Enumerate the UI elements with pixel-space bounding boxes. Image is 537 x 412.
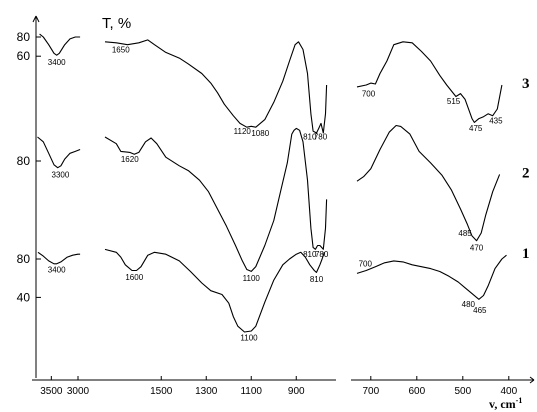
x-tick-label: 900 [288, 386, 305, 397]
peak-label: 435 [489, 116, 503, 125]
x-tick-label: 1100 [240, 386, 262, 397]
x-tick-label: 3000 [67, 386, 90, 397]
peak-label: 485 [458, 229, 472, 238]
peak-label: 810 [303, 133, 317, 142]
y-tick-label: 60 [17, 49, 31, 63]
x-axis-arrow [529, 379, 535, 384]
spectrum-3-middle [104, 39, 328, 134]
peak-label: 515 [447, 97, 461, 106]
spectrum-1-left [37, 251, 81, 265]
peak-label: 700 [362, 90, 376, 99]
peak-label: 470 [470, 243, 484, 252]
x-tick-label: 700 [362, 386, 379, 397]
y-tick-label: 80 [17, 154, 31, 168]
peak-label: 1100 [240, 334, 258, 343]
x-tick-label: 1500 [150, 386, 173, 397]
spectrum-1-right [356, 254, 507, 300]
y-tick-label: 80 [17, 30, 31, 44]
series-label-1: 1 [522, 246, 530, 262]
peak-label: 780 [315, 250, 329, 259]
peak-label: 1620 [121, 155, 139, 164]
spectrum-3-right [356, 41, 503, 123]
x-axis-label-text: v, cm [489, 397, 516, 411]
peak-label: 480 [462, 300, 476, 309]
y-axis-arrow [32, 15, 37, 23]
x-tick-label: 3500 [40, 386, 63, 397]
series-label-2: 2 [522, 165, 530, 181]
x-axis-label-exponent: -1 [516, 396, 523, 405]
peak-label: 3400 [48, 58, 66, 67]
spectrum-1-middle [104, 248, 325, 333]
peak-label: 810 [310, 275, 324, 284]
peak-label: 1600 [125, 273, 143, 282]
y-axis-arrow [35, 15, 40, 23]
x-tick-label: 400 [500, 386, 517, 397]
peak-label: 700 [359, 260, 373, 269]
spectrum-2-right [356, 124, 501, 242]
peak-label: 465 [473, 306, 487, 315]
peak-label: 3400 [48, 265, 66, 274]
series-label-3: 3 [522, 76, 530, 92]
spectra-curves: 3 2 1 [37, 33, 530, 333]
peak-label: 1120 [234, 127, 252, 136]
spectrum-3-left [39, 33, 81, 56]
y-tick-label: 80 [17, 252, 31, 266]
peak-label: 780 [314, 133, 328, 142]
peak-label: 1650 [112, 45, 130, 54]
y-axis-label: T, % [102, 15, 131, 32]
peak-label: 1100 [243, 274, 261, 283]
spectrum-2-middle [104, 127, 328, 272]
x-tick-label: 500 [454, 386, 471, 397]
peak-label: 810 [303, 250, 317, 259]
x-tick-label: 600 [408, 386, 425, 397]
spectrum-2-left [37, 136, 81, 169]
peak-label: 3300 [52, 170, 70, 179]
peak-label: 475 [469, 124, 483, 133]
x-axis-arrow [529, 376, 535, 381]
x-tick-label: 1300 [195, 386, 218, 397]
x-axis-label: v, cm-1 [489, 396, 522, 411]
peak-label: 1080 [251, 129, 269, 138]
y-tick-label: 40 [17, 290, 31, 304]
